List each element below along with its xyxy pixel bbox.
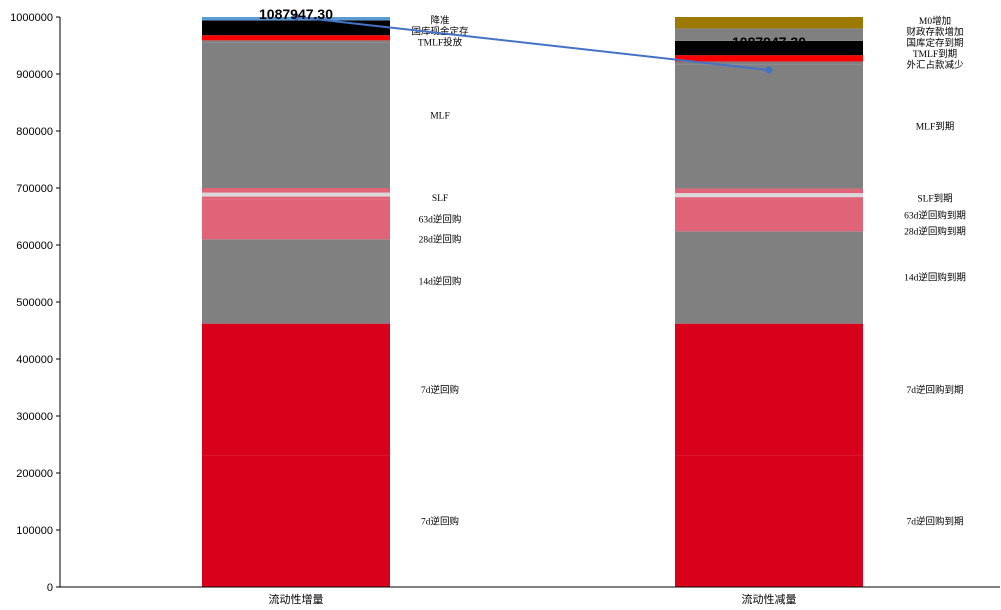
y-tick-label: 400000 — [16, 354, 53, 366]
bars-group — [202, 17, 863, 587]
bar-segment — [675, 61, 863, 65]
y-tick-label: 100000 — [16, 525, 53, 537]
bar-segment — [202, 40, 390, 43]
y-tick-label: 700000 — [16, 183, 53, 195]
bar-segment — [202, 20, 390, 36]
segment-labels-group: 7d逆回购 7d逆回购 14d逆回购 28d逆回购 63d逆回购 SLF MLF TMLF投放… — [411, 15, 965, 528]
bar-segment — [675, 40, 863, 56]
segment-label: TMLF到期 — [913, 48, 957, 60]
segment-label: 14d逆回购 — [419, 275, 462, 287]
segment-label: 7d逆回购 — [421, 384, 459, 396]
bar-segment — [675, 64, 863, 189]
segment-label: M0增加 — [919, 15, 951, 27]
bar-segment — [675, 455, 863, 587]
bar-segment — [675, 28, 863, 41]
y-tick-label: 1000000 — [10, 12, 53, 24]
bar-segment — [202, 196, 390, 200]
bar-segment — [202, 239, 390, 324]
segment-label: 国库定存到期 — [906, 37, 963, 49]
line-point — [292, 13, 300, 21]
bar-segment — [675, 199, 863, 232]
bar-segment — [202, 199, 390, 240]
bar-segment — [675, 17, 863, 29]
y-tick-label: 500000 — [16, 297, 53, 309]
bar-total-label: 1087947.30 — [259, 6, 333, 22]
segment-label: TMLF投放 — [418, 37, 463, 49]
y-tick-label: 300000 — [16, 411, 53, 423]
bar-segment — [202, 323, 390, 456]
segment-label: MLF — [430, 111, 450, 121]
x-axis: 流动性增量 流动性减量 — [60, 586, 1000, 606]
bar-segment — [675, 55, 863, 62]
bar-segment — [202, 35, 390, 41]
line-series-group — [292, 13, 773, 74]
segment-label: 28d逆回购到期 — [904, 225, 966, 237]
segment-label: SLF — [432, 194, 448, 204]
x-category-label: 流动性增量 — [269, 592, 324, 606]
segment-label: MLF到期 — [916, 121, 955, 133]
y-tick-label: 0 — [47, 582, 53, 594]
segment-label: 14d逆回购到期 — [904, 271, 966, 283]
line-point — [765, 66, 773, 74]
segment-label: 7d逆回购到期 — [906, 515, 963, 527]
bar-segment — [675, 193, 863, 198]
segment-label: 63d逆回购到期 — [904, 210, 966, 222]
segment-label: 7d逆回购 — [421, 515, 459, 527]
y-axis: 0 100000 200000 300000 400000 500000 600000 700… — [10, 12, 61, 594]
segment-label: SLF到期 — [917, 193, 952, 205]
bar-segment — [675, 231, 863, 324]
segment-label: 外汇占款减少 — [906, 59, 964, 71]
y-tick-label: 800000 — [16, 126, 53, 138]
bar-segment — [202, 192, 390, 197]
total-labels-group: 1087947.30 1087947.30 — [259, 6, 806, 50]
y-tick-label: 600000 — [16, 240, 53, 252]
line-series — [295, 16, 770, 72]
bar-segment — [675, 188, 863, 194]
bar-segment — [675, 323, 863, 456]
bar-total-label: 1087947.30 — [732, 34, 806, 50]
segment-label: 28d逆回购 — [419, 233, 462, 245]
segment-label: 7d逆回购到期 — [906, 384, 963, 396]
segment-label: 财政存款增加 — [906, 26, 963, 38]
segment-label: 63d逆回购 — [419, 213, 462, 225]
bar-segment — [202, 188, 390, 193]
segment-label: 降准 — [430, 15, 450, 27]
x-category-label: 流动性减量 — [742, 592, 797, 606]
bar-segment — [202, 42, 390, 189]
bar-segment — [675, 197, 863, 200]
y-tick-label: 200000 — [16, 468, 53, 480]
bar-segment — [202, 455, 390, 587]
y-tick-label: 900000 — [16, 69, 53, 81]
